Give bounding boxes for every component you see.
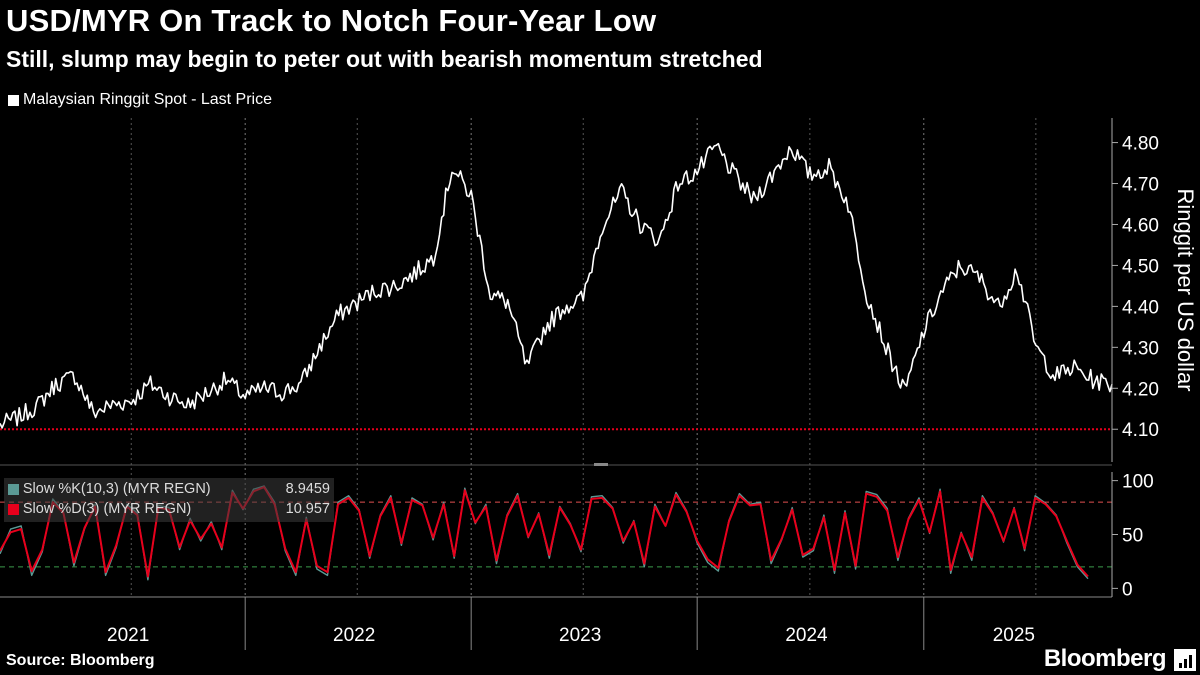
- slow-d-line: [0, 486, 1089, 578]
- price-y-tick-label: 4.10: [1122, 420, 1159, 441]
- price-panel: [0, 142, 1113, 431]
- price-y-tick-label: 4.80: [1122, 134, 1159, 155]
- axes: 2021 2022 2023 2024 2025 4.10 4.20 4.30 4.40 4.50…: [0, 118, 1159, 650]
- slow-k-legend: Slow %K(10,3) (MYR REGN) 8.9459: [8, 479, 330, 499]
- price-legend-label: Malaysian Ringgit Spot - Last Price: [23, 91, 272, 108]
- slow-d-label: Slow %D(3) (MYR REGN): [22, 501, 192, 517]
- slow-d-swatch: [8, 503, 19, 515]
- price-y-tick-label: 4.40: [1122, 297, 1159, 318]
- chart-subtitle: Still, slump may begin to peter out with…: [6, 46, 763, 72]
- slow-k-value: 8.9459: [285, 481, 330, 497]
- bloomberg-bars-icon: [1174, 649, 1196, 671]
- source-note: Source: Bloomberg: [6, 652, 155, 669]
- slow-d-value: 10.957: [285, 501, 330, 517]
- price-y-tick-label: 4.30: [1122, 338, 1159, 359]
- osc-y-tick-label: 0: [1122, 579, 1133, 600]
- x-tick-label: 2024: [785, 625, 828, 646]
- price-y-tick-label: 4.70: [1122, 175, 1159, 196]
- slow-d-legend: Slow %D(3) (MYR REGN) 10.957: [8, 499, 330, 519]
- panel-resize-handle: [594, 463, 608, 466]
- price-series-line: [0, 142, 1113, 429]
- oscillator-panel: [0, 485, 1112, 581]
- chart-title: USD/MYR On Track to Notch Four-Year Low: [6, 3, 657, 38]
- x-tick-label: 2023: [559, 625, 601, 646]
- brand-logo: Bloomberg: [1043, 645, 1167, 672]
- price-y-tick-label: 4.60: [1122, 215, 1159, 236]
- grid-lines: [130, 118, 1037, 597]
- oscillator-legend: Slow %K(10,3) (MYR REGN) 8.9459 Slow %D(…: [4, 478, 334, 522]
- x-tick-label: 2022: [333, 625, 375, 646]
- osc-y-tick-label: 100: [1122, 472, 1154, 493]
- price-y-tick-label: 4.20: [1122, 379, 1159, 400]
- x-tick-label: 2021: [107, 625, 149, 646]
- slow-k-label: Slow %K(10,3) (MYR REGN): [22, 481, 211, 497]
- price-y-tick-label: 4.50: [1122, 256, 1159, 277]
- price-legend: Malaysian Ringgit Spot - Last Price: [8, 91, 272, 109]
- slow-k-swatch: [8, 483, 19, 495]
- x-tick-label: 2025: [993, 625, 1035, 646]
- price-legend-swatch: [8, 94, 19, 106]
- osc-y-tick-label: 50: [1122, 526, 1143, 547]
- y-axis-label: Ringgit per US dollar: [1173, 189, 1198, 392]
